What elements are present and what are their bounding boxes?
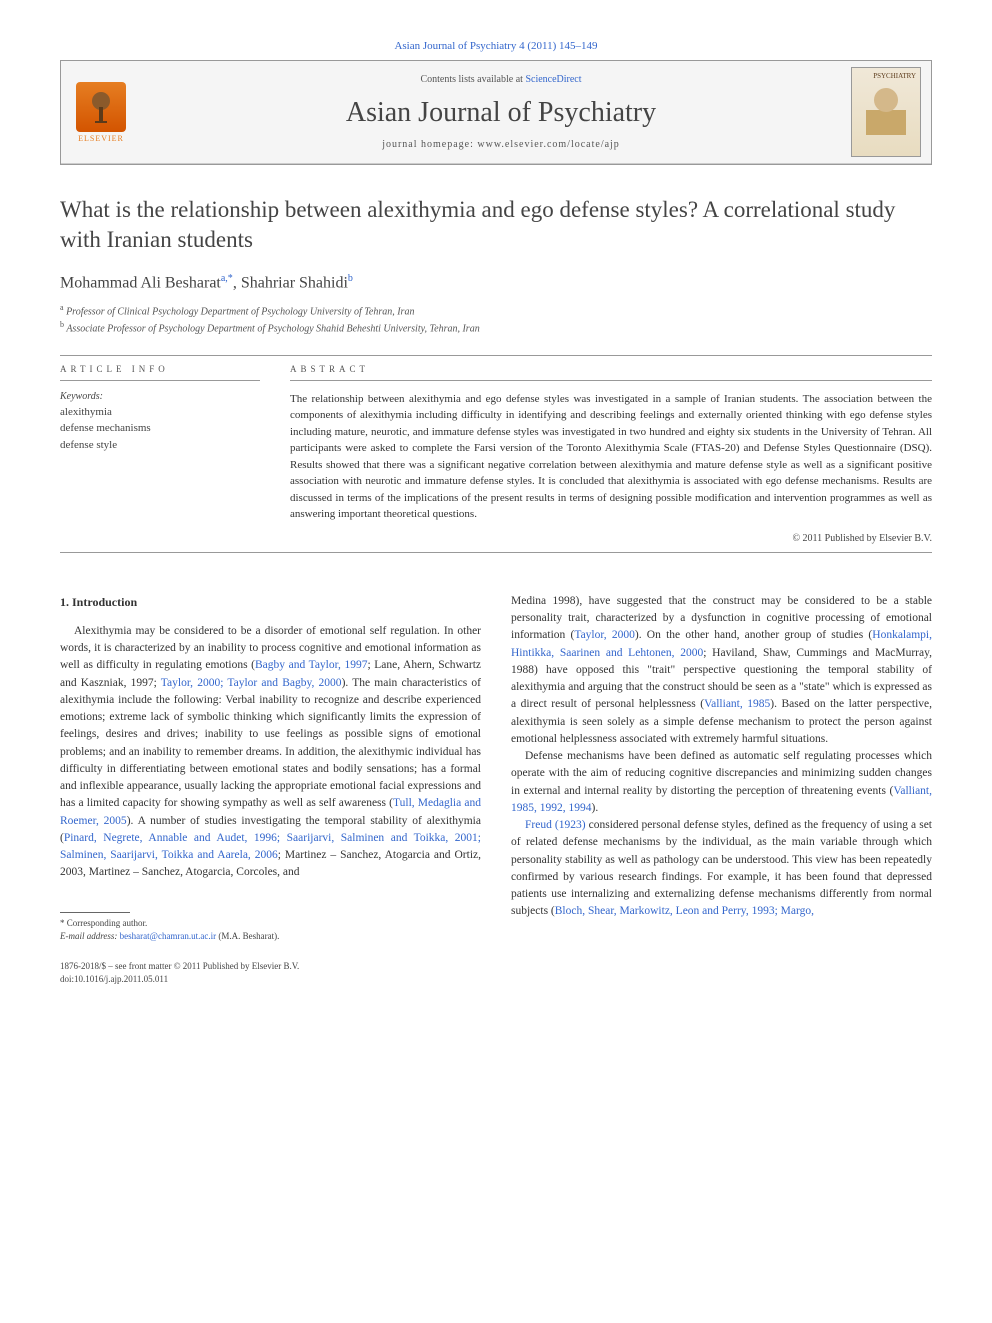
abstract-text: The relationship between alexithymia and…	[290, 391, 932, 523]
doi-line: doi:10.1016/j.ajp.2011.05.011	[60, 973, 481, 987]
citation-link[interactable]: Bagby and Taylor, 1997	[255, 659, 367, 671]
footnotes: * Corresponding author. E-mail address: …	[60, 917, 481, 944]
divider	[60, 355, 932, 356]
email-label: E-mail address:	[60, 931, 120, 941]
affiliation-b: Associate Professor of Psychology Depart…	[66, 324, 479, 335]
keyword: defense mechanisms	[60, 420, 260, 437]
journal-homepage: journal homepage: www.elsevier.com/locat…	[151, 139, 851, 150]
author-1-affil[interactable]: a,*	[221, 273, 233, 284]
paragraph: Defense mechanisms have been defined as …	[511, 748, 932, 817]
citation-link[interactable]: Bloch, Shear, Markowitz, Leon and Perry,…	[555, 905, 814, 917]
left-column: 1. Introduction Alexithymia may be consi…	[60, 593, 481, 987]
abstract-column: ABSTRACT The relationship between alexit…	[290, 364, 932, 544]
corresponding-author-note: * Corresponding author.	[60, 917, 481, 931]
divider	[60, 552, 932, 553]
elsevier-text: ELSEVIER	[78, 134, 124, 143]
abstract-label: ABSTRACT	[290, 364, 932, 381]
paragraph: Medina 1998), have suggested that the co…	[511, 593, 932, 748]
article-info-column: ARTICLE INFO Keywords: alexithymia defen…	[60, 364, 260, 544]
header-citation: Asian Journal of Psychiatry 4 (2011) 145…	[60, 40, 932, 52]
article-title: What is the relationship between alexith…	[60, 195, 932, 255]
journal-cover-thumbnail: PSYCHIATRY	[851, 67, 921, 157]
author-2[interactable]: Shahriar Shahidi	[241, 274, 348, 291]
section-1-heading: 1. Introduction	[60, 593, 481, 611]
affiliation-a: Professor of Clinical Psychology Departm…	[66, 306, 414, 317]
keyword: defense style	[60, 437, 260, 454]
sciencedirect-link[interactable]: ScienceDirect	[525, 74, 581, 85]
homepage-url[interactable]: www.elsevier.com/locate/ajp	[477, 139, 619, 150]
citation-link[interactable]: Freud (1923)	[525, 819, 586, 831]
footnote-divider	[60, 912, 130, 913]
authors-line: Mohammad Ali Besharata,*, Shahriar Shahi…	[60, 273, 932, 292]
right-column: Medina 1998), have suggested that the co…	[511, 593, 932, 987]
author-separator: ,	[233, 274, 241, 291]
keyword: alexithymia	[60, 404, 260, 421]
citation-link[interactable]: Taylor, 2000	[574, 629, 635, 641]
citation-link[interactable]: Taylor, 2000; Taylor and Bagby, 2000	[161, 677, 342, 689]
cover-title: PSYCHIATRY	[856, 72, 916, 80]
keywords-list: alexithymia defense mechanisms defense s…	[60, 404, 260, 454]
paragraph: Freud (1923) considered personal defense…	[511, 817, 932, 921]
bottom-info: 1876-2018/$ – see front matter © 2011 Pu…	[60, 960, 481, 987]
contents-prefix: Contents lists available at	[420, 74, 525, 85]
paragraph: Alexithymia may be considered to be a di…	[60, 623, 481, 882]
contents-lists-line: Contents lists available at ScienceDirec…	[151, 74, 851, 85]
homepage-prefix: journal homepage:	[382, 139, 477, 150]
journal-name: Asian Journal of Psychiatry	[151, 97, 851, 129]
issn-line: 1876-2018/$ – see front matter © 2011 Pu…	[60, 960, 481, 974]
copyright-line: © 2011 Published by Elsevier B.V.	[290, 533, 932, 544]
keywords-label: Keywords:	[60, 391, 260, 402]
elsevier-logo: ELSEVIER	[71, 77, 131, 147]
body-columns: 1. Introduction Alexithymia may be consi…	[60, 593, 932, 987]
elsevier-tree-icon	[76, 82, 126, 132]
citation-link[interactable]: Valliant, 1985	[704, 698, 770, 710]
article-info-label: ARTICLE INFO	[60, 364, 260, 381]
affiliations: a Professor of Clinical Psychology Depar…	[60, 302, 932, 337]
email-suffix: (M.A. Besharat).	[216, 931, 279, 941]
email-link[interactable]: besharat@chamran.ut.ac.ir	[120, 931, 217, 941]
journal-header-box: ELSEVIER Contents lists available at Sci…	[60, 60, 932, 165]
author-2-affil[interactable]: b	[348, 273, 353, 284]
author-1[interactable]: Mohammad Ali Besharat	[60, 274, 221, 291]
